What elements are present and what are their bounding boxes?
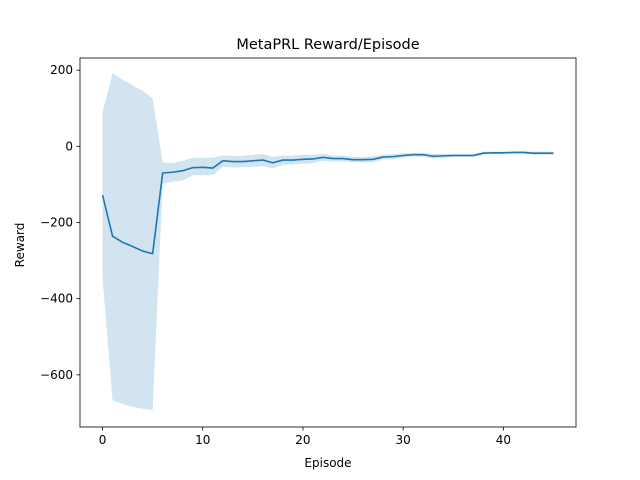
confidence-band <box>102 73 554 410</box>
y-tick-label: −200 <box>40 216 73 230</box>
x-tick-label: 40 <box>496 433 511 447</box>
chart-title: MetaPRL Reward/Episode <box>236 37 419 53</box>
axes: 0 10 20 30 40 200 0 −200 −400 −600 <box>40 57 577 447</box>
x-axis-title: Episode <box>304 456 351 470</box>
y-tick-label: 200 <box>50 63 73 77</box>
y-tick-label: −400 <box>40 292 73 306</box>
series-line <box>101 151 554 255</box>
x-tick-label: 10 <box>195 433 210 447</box>
x-tick-label: 20 <box>295 433 310 447</box>
y-tick-label: 0 <box>65 139 73 153</box>
y-tick-label: −600 <box>40 368 73 382</box>
plot-area <box>101 73 554 410</box>
y-axis-title: Reward <box>13 223 27 268</box>
x-tick-label: 30 <box>396 433 411 447</box>
axes-frame <box>79 57 577 428</box>
x-tick-label: 0 <box>99 433 107 447</box>
